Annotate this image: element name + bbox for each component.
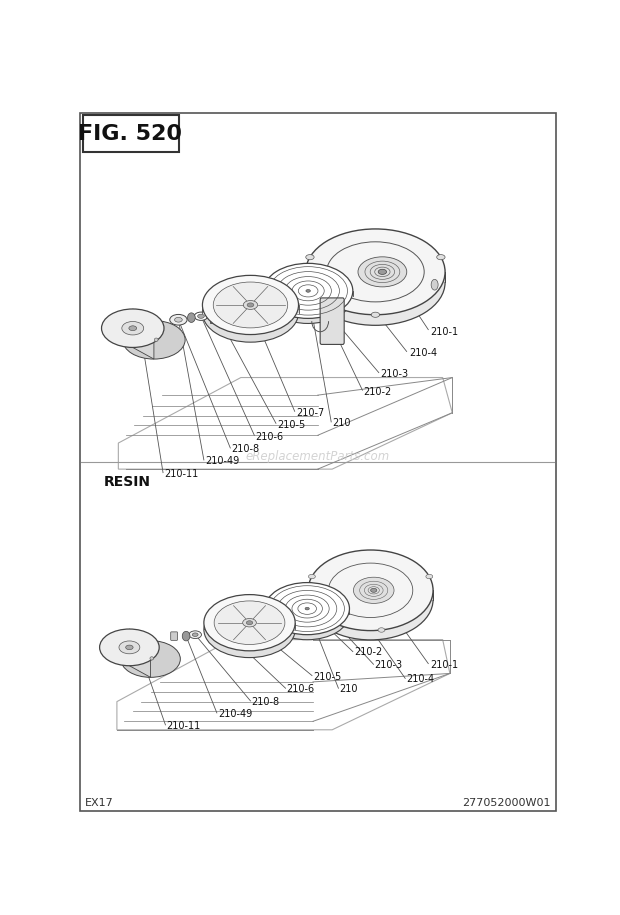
Ellipse shape (100, 629, 159, 666)
Text: RESIN: RESIN (104, 475, 151, 489)
Text: 210-7: 210-7 (296, 408, 324, 418)
Polygon shape (308, 590, 433, 599)
Text: 210-6: 210-6 (286, 684, 314, 694)
Text: 210-2: 210-2 (363, 387, 392, 396)
Text: 210-1: 210-1 (431, 327, 459, 337)
Polygon shape (265, 608, 350, 614)
Polygon shape (306, 272, 445, 283)
Text: EX17: EX17 (85, 798, 113, 808)
Text: 210-8: 210-8 (252, 696, 280, 706)
Ellipse shape (308, 559, 433, 640)
Ellipse shape (182, 631, 190, 640)
Text: 210-4: 210-4 (409, 348, 437, 358)
Ellipse shape (378, 628, 385, 632)
Polygon shape (133, 309, 154, 359)
Text: 210-4: 210-4 (407, 674, 435, 684)
Polygon shape (202, 305, 298, 313)
FancyBboxPatch shape (320, 298, 344, 344)
Ellipse shape (154, 338, 158, 341)
Ellipse shape (175, 318, 182, 322)
Ellipse shape (305, 608, 309, 610)
Ellipse shape (309, 575, 316, 578)
Polygon shape (204, 623, 295, 630)
Ellipse shape (264, 268, 353, 324)
Polygon shape (226, 610, 242, 631)
Polygon shape (207, 624, 217, 635)
Ellipse shape (265, 587, 350, 640)
Ellipse shape (358, 257, 407, 287)
Ellipse shape (213, 282, 288, 328)
Ellipse shape (306, 254, 314, 260)
Ellipse shape (214, 601, 285, 644)
Ellipse shape (308, 550, 433, 630)
Bar (83, 115, 179, 152)
Ellipse shape (187, 313, 195, 322)
Ellipse shape (192, 633, 198, 637)
Ellipse shape (129, 326, 136, 330)
FancyBboxPatch shape (210, 305, 219, 323)
Ellipse shape (189, 630, 202, 639)
Text: 210-1: 210-1 (431, 660, 459, 670)
Text: 210: 210 (339, 684, 358, 694)
Text: 210-3: 210-3 (374, 660, 402, 670)
Text: 210-2: 210-2 (354, 647, 382, 657)
Ellipse shape (102, 309, 164, 348)
Ellipse shape (242, 619, 256, 627)
Ellipse shape (436, 254, 445, 260)
Ellipse shape (170, 315, 187, 325)
Ellipse shape (264, 264, 353, 318)
Text: 210-5: 210-5 (277, 420, 305, 430)
Ellipse shape (204, 595, 295, 651)
Text: 210-5: 210-5 (313, 672, 341, 682)
Ellipse shape (123, 320, 185, 359)
Ellipse shape (198, 314, 205, 318)
Ellipse shape (122, 321, 144, 335)
Ellipse shape (306, 289, 311, 292)
Text: FIG. 520: FIG. 520 (78, 124, 182, 144)
Ellipse shape (194, 312, 208, 320)
Text: 210-6: 210-6 (255, 432, 283, 442)
Text: 210-3: 210-3 (380, 369, 409, 379)
Ellipse shape (306, 240, 445, 326)
Ellipse shape (202, 275, 298, 335)
Ellipse shape (371, 312, 379, 318)
Text: 210: 210 (332, 418, 351, 428)
Ellipse shape (378, 269, 386, 274)
Ellipse shape (243, 300, 258, 309)
Text: 210-49: 210-49 (218, 708, 252, 718)
Ellipse shape (265, 583, 350, 635)
Text: eReplacementParts.com: eReplacementParts.com (246, 450, 390, 463)
Ellipse shape (204, 601, 295, 658)
Ellipse shape (119, 640, 140, 654)
Polygon shape (130, 629, 151, 677)
Ellipse shape (306, 229, 445, 315)
Text: 210-11: 210-11 (164, 469, 198, 479)
Ellipse shape (426, 575, 433, 578)
Ellipse shape (150, 657, 154, 660)
Ellipse shape (353, 577, 394, 603)
Ellipse shape (371, 588, 377, 592)
Text: 210-49: 210-49 (205, 457, 239, 467)
Text: 210-11: 210-11 (166, 721, 201, 730)
FancyBboxPatch shape (219, 307, 226, 320)
Ellipse shape (431, 279, 438, 290)
Ellipse shape (121, 640, 180, 677)
Ellipse shape (202, 283, 298, 342)
Ellipse shape (126, 645, 133, 650)
Text: 210-8: 210-8 (231, 445, 259, 455)
Text: 277052000W01: 277052000W01 (463, 798, 551, 808)
Ellipse shape (247, 303, 254, 307)
Polygon shape (264, 291, 353, 296)
FancyBboxPatch shape (170, 632, 177, 640)
Ellipse shape (246, 620, 253, 625)
